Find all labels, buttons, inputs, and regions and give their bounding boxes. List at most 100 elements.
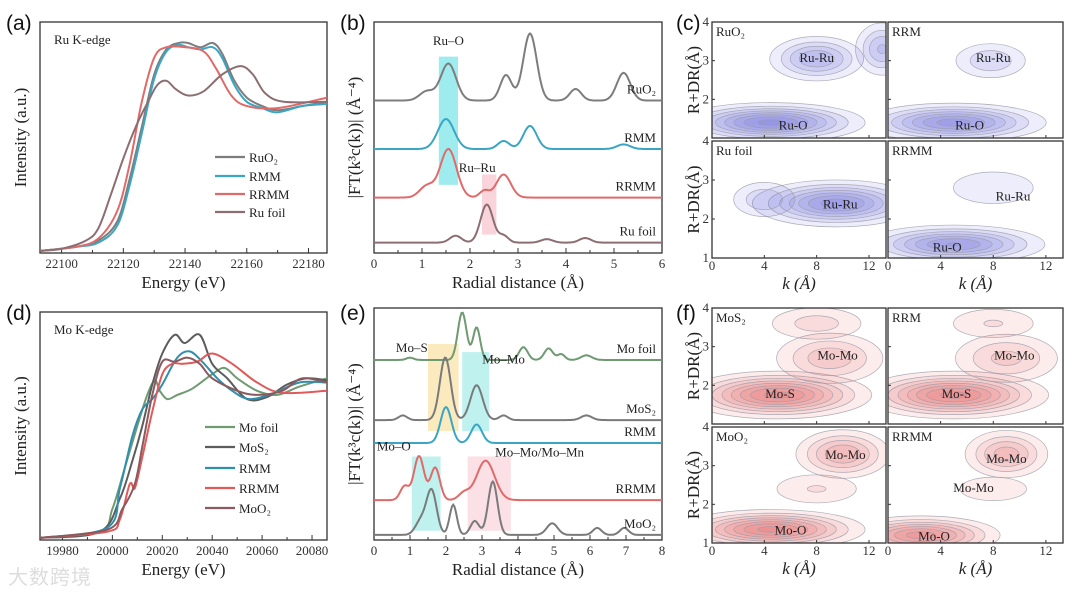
map-frame (711, 426, 887, 544)
x-axis-label: k (Å) (959, 274, 993, 293)
contour-map (888, 43, 1047, 138)
contour-level (794, 315, 839, 332)
plot-frame (39, 311, 328, 541)
contour-level (894, 528, 948, 543)
series-label: MoO₂ (624, 516, 656, 531)
series-line-mos (40, 333, 327, 539)
x-tick-label: 2 (443, 543, 450, 558)
contour-level (824, 444, 861, 464)
contour-level (893, 231, 1015, 258)
y-axis-label: R+DR(Å) (684, 46, 703, 114)
contour-level (712, 375, 856, 415)
y-tick-label: 2 (703, 211, 710, 226)
bond-label: Mo-S (942, 386, 972, 401)
map-title: RuO₂ (716, 24, 745, 39)
bond-label: Ru-Ru (823, 196, 858, 211)
map-frame (887, 21, 1064, 139)
contour-level (715, 517, 827, 542)
contour-map (888, 309, 1058, 420)
y-tick-label: 4 (703, 300, 710, 315)
contour-level (888, 375, 1032, 415)
map-frame (887, 307, 1064, 425)
map-title: MoO₂ (716, 429, 748, 444)
bond-label: Mo–S (396, 340, 428, 355)
bond-label: Ru–O (433, 33, 464, 48)
x-tick-label: 20060 (246, 543, 279, 558)
x-tick-label: 4 (761, 543, 768, 558)
series-label: MoS₂ (626, 401, 656, 416)
contour-level (891, 109, 1017, 136)
map-title: RRMM (892, 143, 933, 158)
contour-level (993, 446, 1020, 462)
y-tick-label: 2 (703, 496, 710, 511)
x-tick-label: 22100 (45, 256, 78, 271)
legend-label: RMM (249, 169, 281, 184)
contour-level (743, 116, 799, 129)
contour-map (733, 179, 886, 228)
series-line-rmm (40, 43, 327, 252)
x-tick-label: 1 (407, 543, 414, 558)
x-axis-label: k (Å) (959, 559, 993, 578)
x-tick-label: 0 (371, 543, 378, 558)
y-tick-label: 3 (703, 458, 710, 473)
contour-map (712, 308, 884, 420)
contour-level (757, 526, 785, 533)
map-title: MoS₂ (716, 310, 746, 325)
contour-level (990, 350, 1022, 366)
contour-level (780, 41, 853, 76)
x-tick-label: 6 (659, 256, 666, 271)
x-tick-label: 0 (885, 543, 892, 558)
edge-annotation: Ru K-edge (54, 32, 111, 47)
contour-level (806, 485, 827, 493)
contour-level (936, 118, 972, 127)
series-line-rrmm (374, 147, 662, 199)
contour-level (877, 44, 886, 54)
y-tick-label: 3 (703, 339, 710, 354)
contour-level (969, 50, 1012, 72)
contour-level (940, 391, 968, 399)
bond-label: Ru-O (933, 239, 962, 254)
bond-label: Ru-Ru (996, 189, 1031, 204)
x-tick-label: 7 (623, 543, 630, 558)
bond-label: Ru-Ru (976, 50, 1011, 65)
x-tick-label: 0 (709, 543, 716, 558)
x-tick-label: 22120 (107, 256, 140, 271)
contour-level (972, 342, 1041, 375)
x-tick-label: 4 (761, 258, 768, 273)
series-label: RRMM (616, 179, 657, 194)
x-tick-label: 20020 (146, 543, 179, 558)
contour-level (767, 184, 886, 223)
contour-level (807, 195, 865, 212)
contour-level (750, 387, 805, 403)
panel-label: (c) (676, 12, 701, 35)
series-line-rrmm (374, 455, 662, 502)
y-tick-label: 3 (703, 172, 710, 187)
x-axis-label: Radial distance (Å) (452, 560, 584, 579)
contour-level (751, 179, 886, 228)
contour-level (724, 519, 818, 540)
contour-level (904, 233, 1004, 256)
contour-level (779, 187, 886, 220)
contour-level (888, 519, 986, 543)
contour-level (798, 50, 835, 68)
y-tick-label: 1 (703, 535, 710, 550)
x-tick-label: 12 (1039, 258, 1052, 273)
contour-level (953, 309, 1034, 338)
series-line-rmm (374, 405, 662, 444)
series-label: Ru foil (620, 224, 657, 239)
contour-level (798, 192, 875, 215)
series-label: RuO₂ (627, 82, 656, 97)
contour-level (789, 45, 844, 72)
contour-level (905, 531, 936, 540)
series-line-moo (40, 356, 327, 539)
series-line-rufoil (40, 65, 327, 252)
contour-level (901, 111, 1006, 134)
x-tick-label: 8 (659, 543, 666, 558)
contour-level (888, 370, 1049, 420)
x-tick-label: 6 (587, 543, 594, 558)
contour-level (788, 189, 884, 217)
map-frame (887, 426, 1064, 544)
x-tick-label: 19980 (46, 543, 79, 558)
bond-label: Mo–O (377, 439, 411, 454)
y-axis-label: R+DR(Å) (684, 451, 703, 519)
